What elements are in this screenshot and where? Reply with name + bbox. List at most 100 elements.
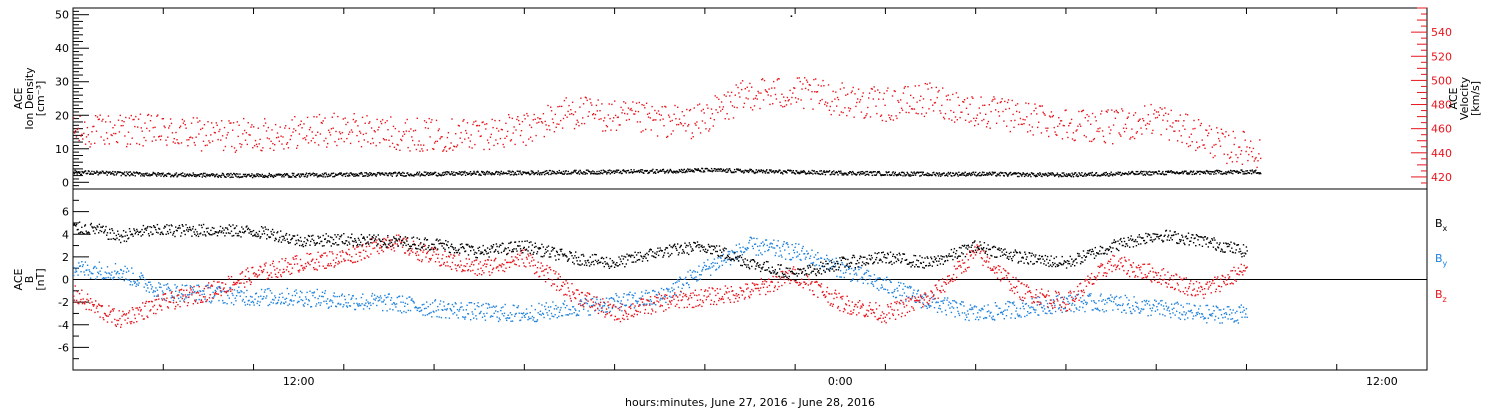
velocity-series-point (1228, 134, 1230, 137)
density-series-point (132, 174, 134, 176)
by-series-point (561, 315, 564, 317)
density-series-point (429, 174, 431, 176)
density-series-point (463, 172, 465, 174)
velocity-series-point (605, 124, 608, 127)
density-series-point (1013, 172, 1015, 174)
density-series-point (866, 173, 868, 176)
by-series-point (963, 305, 965, 307)
y-tick-label: 50 (55, 9, 69, 22)
by-series-point (699, 274, 701, 276)
velocity-series-point (203, 124, 206, 126)
velocity-series-point (631, 109, 633, 112)
velocity-series-point (296, 147, 298, 149)
velocity-series-point (815, 78, 817, 80)
density-series-point (842, 173, 844, 175)
by-series-point (825, 263, 827, 265)
density-series-point (991, 171, 994, 173)
by-series-point (1159, 313, 1161, 315)
by-series-point (279, 293, 281, 295)
density-series-point (1104, 174, 1107, 177)
density-series-point (724, 169, 727, 171)
by-series-point (666, 288, 669, 290)
by-series-point (1132, 305, 1134, 307)
by-series-point (920, 307, 922, 309)
velocity-series-point (314, 141, 316, 144)
velocity-series-point (628, 118, 630, 121)
by-series-point (115, 273, 117, 275)
by-series-point (397, 310, 399, 312)
velocity-series-point (1054, 131, 1056, 133)
density-series-point (442, 174, 444, 176)
density-series-point (1186, 173, 1188, 175)
velocity-series-point (696, 121, 698, 123)
velocity-series-point (812, 108, 814, 110)
density-series-point (694, 168, 697, 170)
by-series-point (490, 315, 492, 317)
velocity-series-point (478, 124, 481, 127)
density-series-point (451, 172, 454, 175)
density-series-point (902, 175, 904, 177)
by-series-point (787, 243, 789, 246)
by-series-point (386, 310, 388, 312)
velocity-series-point (249, 134, 251, 136)
by-series-point (892, 292, 894, 294)
density-series-point (998, 172, 1001, 174)
density-series-point (202, 172, 205, 175)
velocity-series-point (563, 99, 566, 102)
velocity-series-point (483, 148, 485, 151)
density-series-point (1173, 171, 1175, 173)
velocity-series-point (619, 124, 621, 126)
by-series-point (872, 285, 875, 287)
by-series-point (434, 300, 436, 302)
velocity-series-point (367, 141, 369, 143)
density-series-point (1192, 171, 1194, 173)
density-series-point (107, 172, 110, 174)
by-series-point (1212, 305, 1215, 307)
by-series-point (522, 312, 525, 314)
by-series-point (639, 304, 641, 306)
by-series-point (256, 302, 258, 305)
by-series-point (140, 272, 142, 274)
by-series-point (1040, 303, 1042, 305)
by-series-point (135, 285, 137, 287)
bz-series-point (128, 310, 131, 312)
velocity-series-point (1142, 118, 1144, 120)
by-series-point (833, 261, 835, 263)
bz-series-point (174, 308, 176, 310)
by-series-point (319, 304, 321, 306)
velocity-series-point (1109, 132, 1111, 135)
velocity-series-point (102, 118, 104, 121)
by-series-point (517, 305, 520, 307)
by-series-point (752, 247, 754, 250)
by-series-point (795, 243, 797, 245)
density-series-point (773, 170, 775, 172)
density-series-point (373, 173, 375, 175)
by-series-point (111, 278, 114, 281)
by-series-point (873, 274, 876, 276)
by-series-point (866, 269, 868, 272)
by-series-point (535, 320, 537, 323)
velocity-series-point (375, 144, 377, 147)
density-series-point (748, 170, 750, 172)
by-series-point (646, 303, 648, 305)
by-series-point (152, 291, 154, 294)
density-series-point (803, 171, 806, 173)
by-series-point (958, 312, 960, 315)
density-series-point (448, 171, 450, 173)
density-series-point (456, 172, 458, 175)
by-series-point (462, 316, 464, 318)
density-series-point (367, 175, 369, 177)
density-series-point (309, 172, 311, 175)
by-series-point (539, 313, 541, 315)
velocity-series-point (843, 87, 845, 89)
bz-series-point (182, 295, 184, 297)
bz-series-point (102, 317, 104, 319)
velocity-series-point (841, 82, 843, 84)
density-series-point (184, 173, 186, 175)
by-series-point (485, 302, 487, 305)
density-series-point (152, 171, 154, 174)
bz-series-point (187, 302, 189, 304)
by-series-point (859, 266, 861, 268)
density-series-point (928, 173, 930, 175)
by-series-point (774, 254, 776, 257)
